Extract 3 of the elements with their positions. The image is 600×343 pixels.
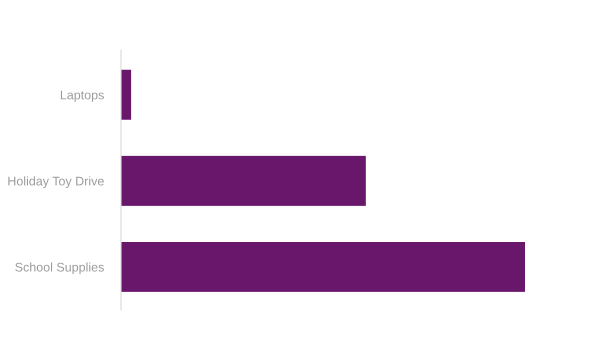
y-tick-label: Holiday Toy Drive xyxy=(8,176,104,188)
y-tick-label: Laptops xyxy=(60,90,104,102)
y-tick-label: School Supplies xyxy=(15,262,104,274)
